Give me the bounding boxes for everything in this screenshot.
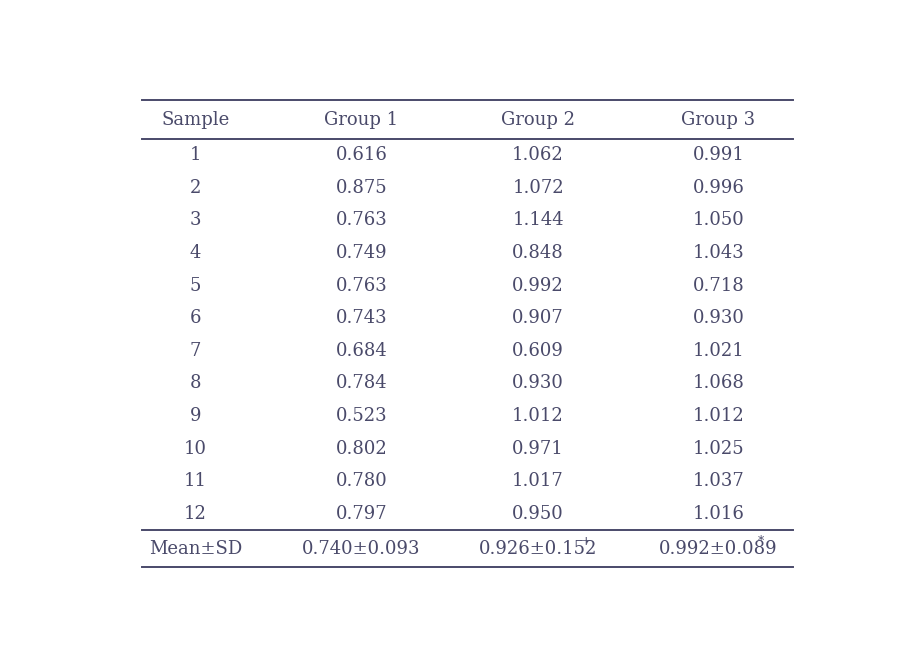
Text: 0.926±0.152: 0.926±0.152 [478,539,597,557]
Text: 1.072: 1.072 [512,178,563,197]
Text: 0.996: 0.996 [691,178,743,197]
Text: 0.992±0.089: 0.992±0.089 [659,539,777,557]
Text: 0.950: 0.950 [512,505,563,523]
Text: 0.930: 0.930 [512,374,563,393]
Text: Sample: Sample [161,111,230,129]
Text: 0.740±0.093: 0.740±0.093 [302,539,420,557]
Text: Group 3: Group 3 [681,111,754,129]
Text: 6: 6 [189,309,200,327]
Text: +: + [580,535,591,548]
Text: 0.749: 0.749 [335,244,387,262]
Text: 12: 12 [184,505,207,523]
Text: 1.062: 1.062 [512,146,563,164]
Text: 0.971: 0.971 [512,439,563,458]
Text: 0.684: 0.684 [335,342,387,360]
Text: 1.017: 1.017 [512,472,563,490]
Text: 0.992: 0.992 [512,276,563,295]
Text: 0.718: 0.718 [691,276,743,295]
Text: 0.991: 0.991 [691,146,743,164]
Text: 0.797: 0.797 [335,505,387,523]
Text: 0.763: 0.763 [335,276,387,295]
Text: 1: 1 [189,146,200,164]
Text: 1.050: 1.050 [691,212,743,229]
Text: 11: 11 [184,472,207,490]
Text: 0.616: 0.616 [335,146,387,164]
Text: 0.523: 0.523 [335,407,387,425]
Text: 9: 9 [189,407,200,425]
Text: 1.012: 1.012 [691,407,743,425]
Text: 5: 5 [189,276,200,295]
Text: 7: 7 [189,342,200,360]
Text: 0.743: 0.743 [335,309,387,327]
Text: 3: 3 [189,212,200,229]
Text: 1.144: 1.144 [512,212,563,229]
Text: 0.609: 0.609 [512,342,563,360]
Text: 0.907: 0.907 [512,309,563,327]
Text: 1.016: 1.016 [691,505,743,523]
Text: 0.780: 0.780 [335,472,387,490]
Text: 0.875: 0.875 [335,178,387,197]
Text: 1.068: 1.068 [691,374,743,393]
Text: 10: 10 [184,439,207,458]
Text: Group 1: Group 1 [324,111,398,129]
Text: 0.784: 0.784 [335,374,387,393]
Text: Mean±SD: Mean±SD [148,539,241,557]
Text: 8: 8 [189,374,200,393]
Text: 4: 4 [189,244,200,262]
Text: 2: 2 [189,178,200,197]
Text: 1.025: 1.025 [691,439,743,458]
Text: 1.021: 1.021 [691,342,743,360]
Text: *: * [757,535,763,548]
Text: Group 2: Group 2 [500,111,575,129]
Text: 1.037: 1.037 [691,472,743,490]
Text: 0.802: 0.802 [335,439,387,458]
Text: 0.763: 0.763 [335,212,387,229]
Text: 1.043: 1.043 [691,244,743,262]
Text: 1.012: 1.012 [512,407,563,425]
Text: 0.930: 0.930 [691,309,743,327]
Text: 0.848: 0.848 [512,244,563,262]
